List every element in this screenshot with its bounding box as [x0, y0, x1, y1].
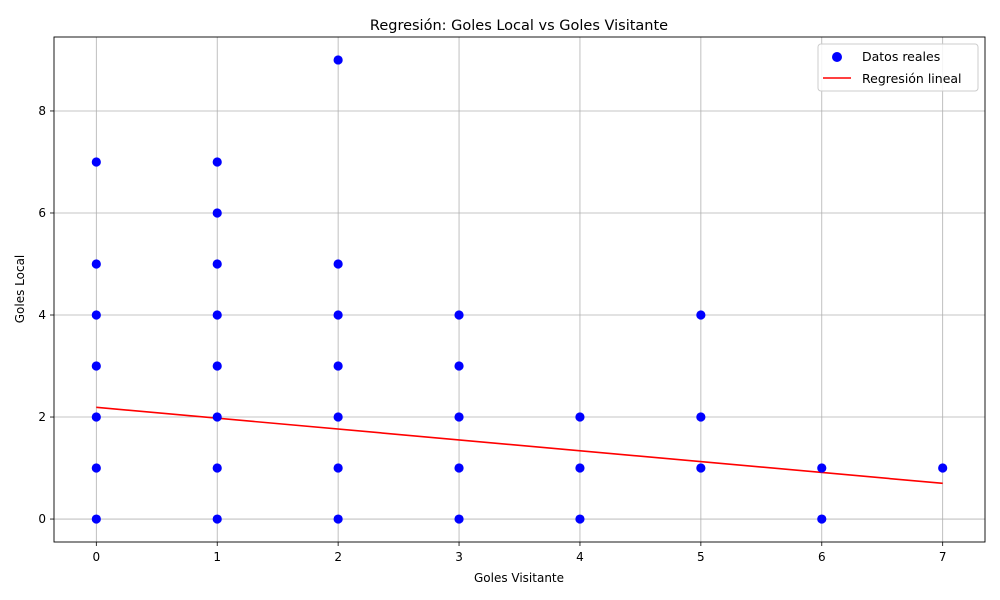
legend-label-line: Regresión lineal — [862, 71, 962, 86]
data-point — [454, 412, 464, 422]
data-point — [212, 157, 222, 167]
data-point — [333, 361, 343, 371]
data-point — [333, 463, 343, 473]
regression-line — [96, 406, 943, 485]
x-tick-label: 4 — [576, 550, 584, 564]
data-point — [212, 310, 222, 320]
data-point — [91, 361, 101, 371]
x-tick-label: 7 — [939, 550, 947, 564]
data-point — [91, 463, 101, 473]
x-tick-label: 0 — [92, 550, 100, 564]
data-point — [817, 463, 827, 473]
data-point — [333, 310, 343, 320]
x-tick-label: 6 — [818, 550, 826, 564]
data-point — [212, 361, 222, 371]
x-axis-label: Goles Visitante — [474, 571, 564, 585]
data-point — [575, 412, 585, 422]
data-point — [575, 514, 585, 524]
data-point — [575, 463, 585, 473]
data-point — [212, 514, 222, 524]
data-point — [696, 463, 706, 473]
chart-title: Regresión: Goles Local vs Goles Visitant… — [370, 18, 668, 34]
y-tick-label: 0 — [38, 512, 46, 526]
y-tick-label: 6 — [38, 206, 46, 220]
data-point — [454, 310, 464, 320]
x-tick-label: 5 — [697, 550, 705, 564]
data-point — [696, 310, 706, 320]
data-point — [212, 463, 222, 473]
data-point — [938, 463, 948, 473]
legend-scatter-marker — [832, 52, 842, 62]
data-point — [212, 259, 222, 269]
y-axis-label: Goles Local — [13, 255, 27, 324]
data-point — [212, 208, 222, 218]
legend: Datos reales Regresión lineal — [817, 43, 979, 92]
data-point — [333, 259, 343, 269]
data-point — [91, 514, 101, 524]
data-point — [333, 514, 343, 524]
data-point — [454, 463, 464, 473]
y-tick-label: 4 — [38, 308, 46, 322]
data-point — [212, 412, 222, 422]
grid — [54, 37, 985, 542]
legend-label-scatter: Datos reales — [862, 49, 940, 64]
x-tick-label: 2 — [334, 550, 342, 564]
data-point — [454, 514, 464, 524]
data-point — [91, 310, 101, 320]
data-point — [817, 514, 827, 524]
data-points — [91, 55, 948, 524]
y-tick-label: 2 — [38, 410, 46, 424]
data-point — [454, 361, 464, 371]
legend-box — [817, 43, 979, 92]
data-point — [91, 412, 101, 422]
regression-line-layer — [96, 406, 943, 485]
x-tick-label: 3 — [455, 550, 463, 564]
data-point — [91, 259, 101, 269]
plot-frame — [53, 36, 986, 543]
data-point — [333, 412, 343, 422]
x-axis-ticks: 0 1 2 3 4 5 6 7 — [92, 542, 947, 564]
x-tick-label: 1 — [213, 550, 221, 564]
data-point — [91, 157, 101, 167]
y-tick-label: 8 — [38, 104, 46, 118]
y-axis-ticks: 0 2 4 6 8 — [38, 104, 54, 526]
data-point — [696, 412, 706, 422]
data-point — [333, 55, 343, 65]
